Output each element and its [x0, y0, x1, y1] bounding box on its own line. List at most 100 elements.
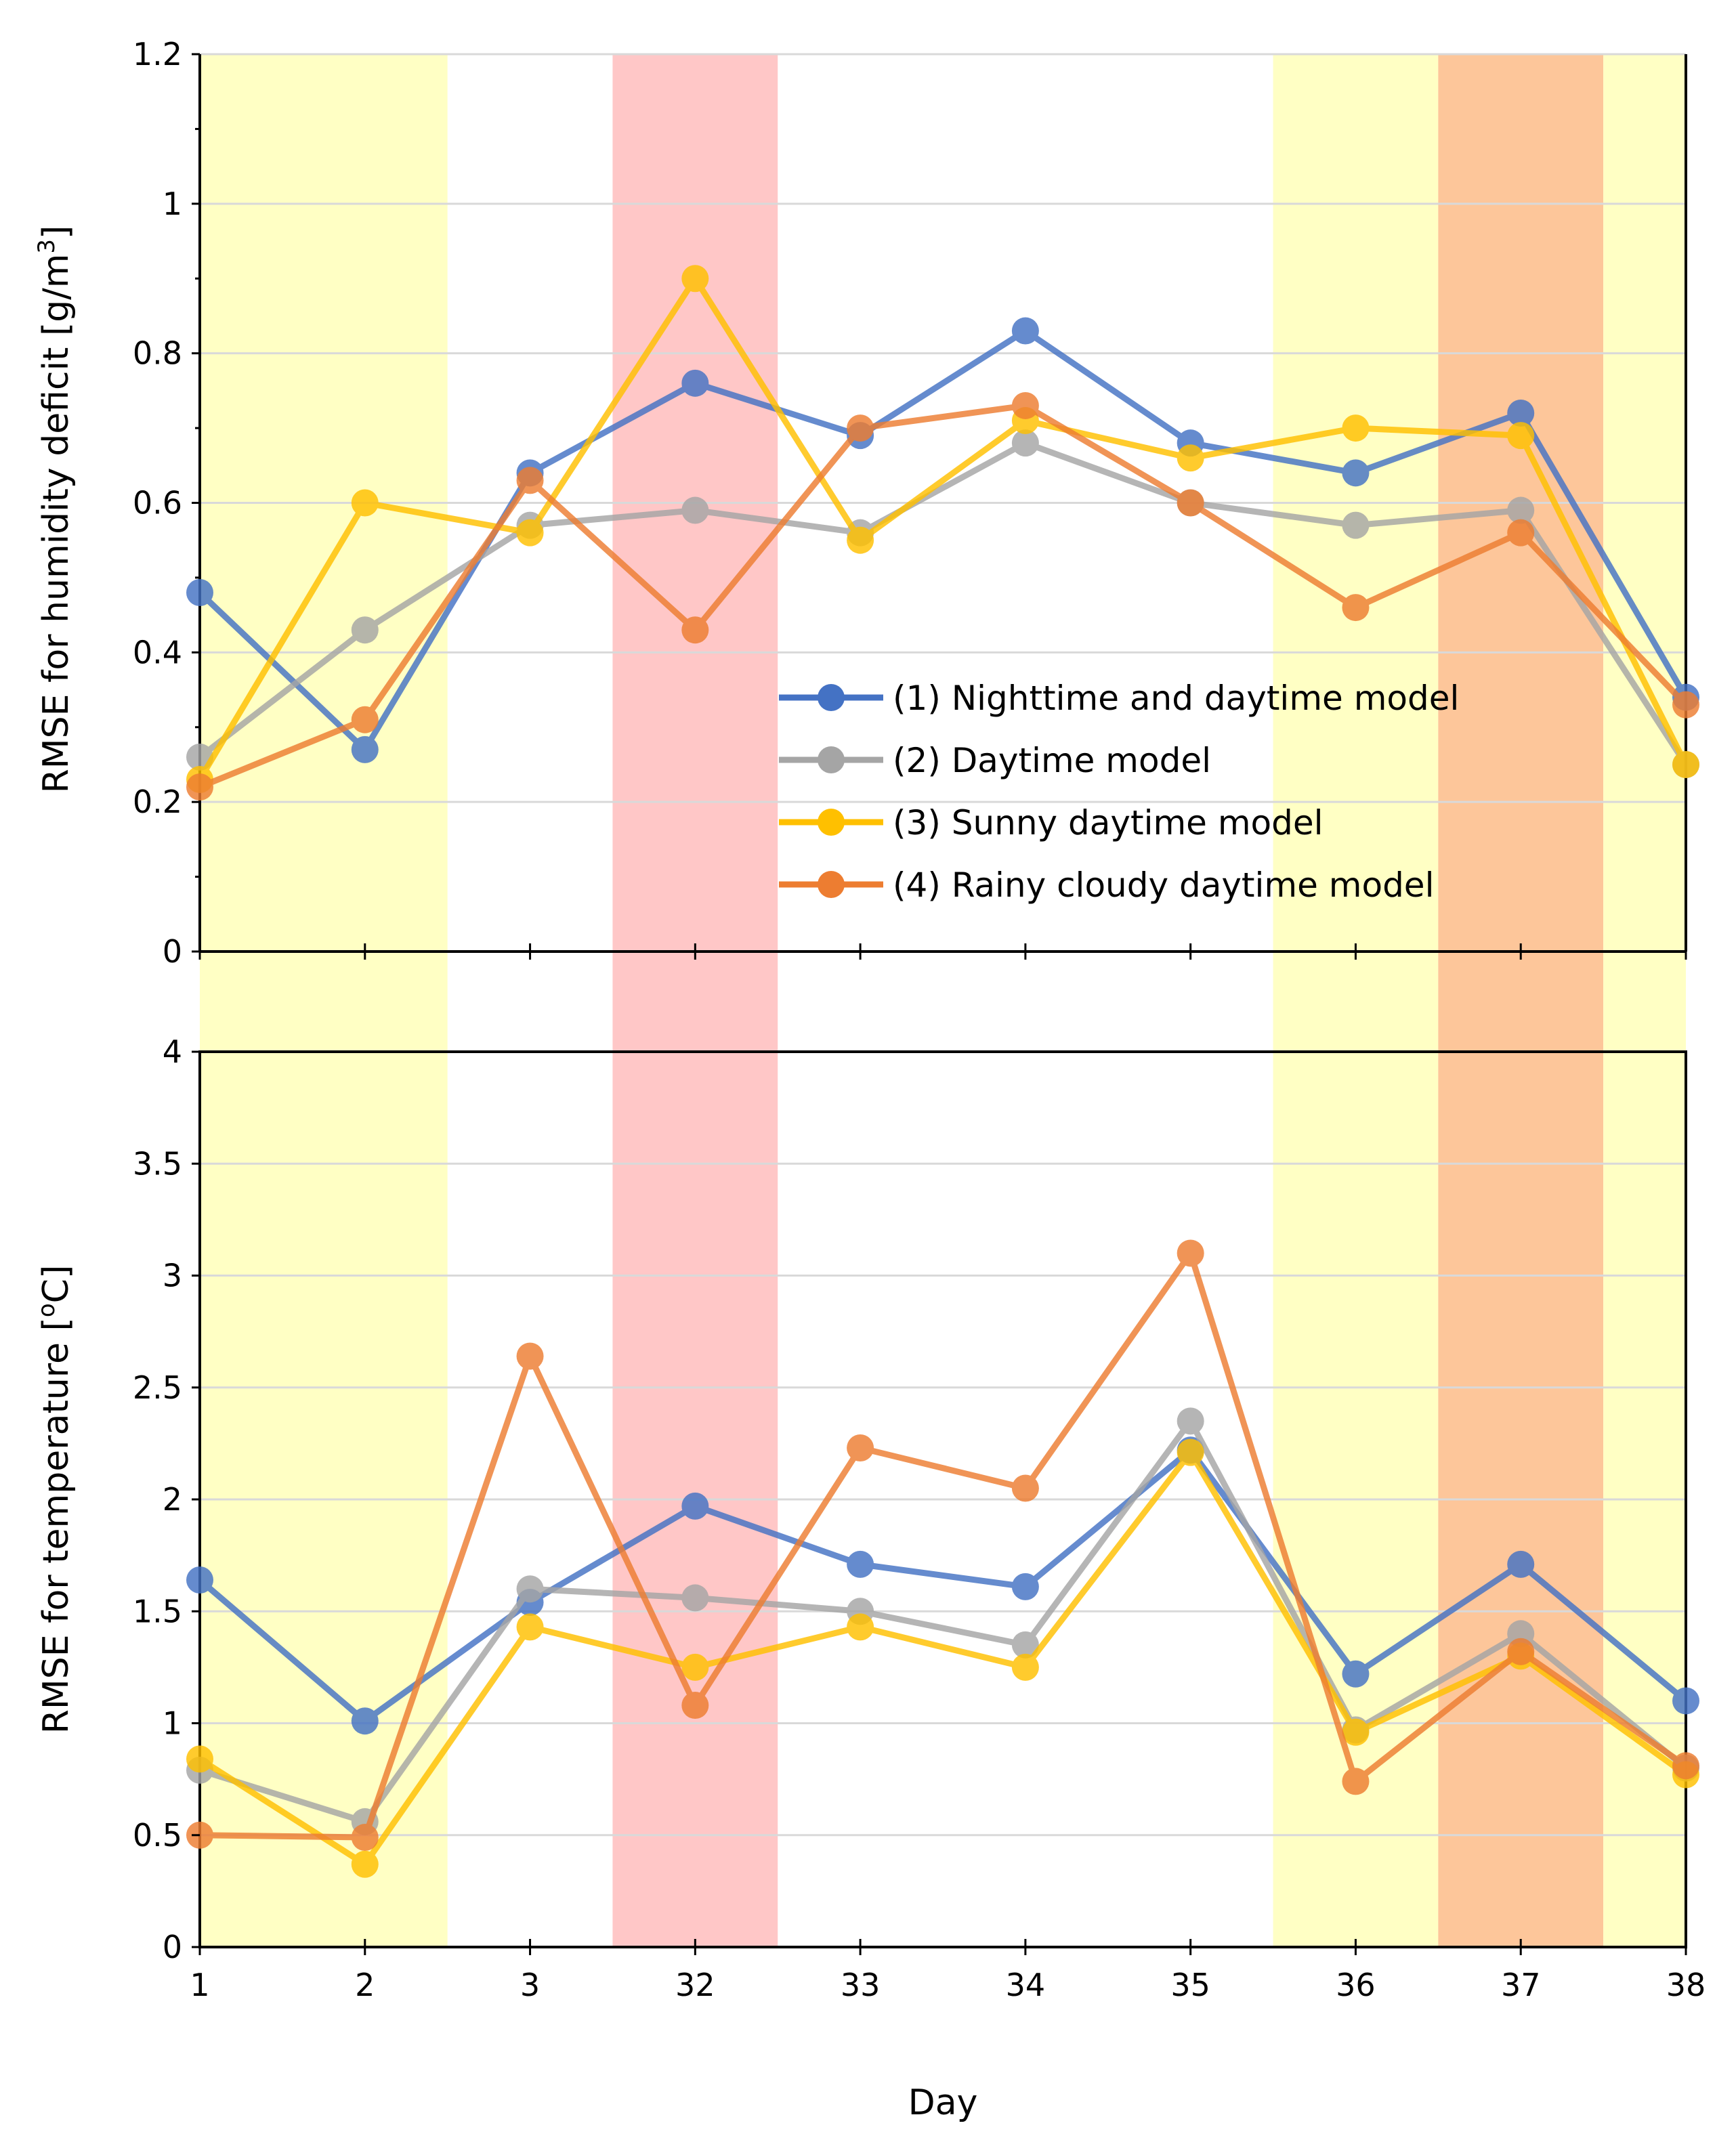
point-p1-s4-7 [1177, 489, 1204, 517]
point-p2-s4-10 [1672, 1752, 1699, 1780]
point-p2-s1-8 [1342, 1660, 1370, 1688]
ytick-label-p2-2: 0.5 [133, 1817, 182, 1854]
point-p1-s4-3 [516, 467, 544, 494]
point-p2-s4-5 [847, 1434, 874, 1461]
point-p1-s3-5 [847, 526, 874, 554]
xtick-label-4: 32 [675, 1967, 715, 2003]
ytick-label-p1-2: 0.2 [133, 784, 182, 820]
point-p2-s1-1 [186, 1566, 213, 1594]
xtick-label-2: 2 [355, 1967, 375, 2003]
top-ylabel: RMSE for humidity deficit [g/m3] [33, 226, 77, 794]
point-p1-s3-7 [1177, 444, 1204, 472]
point-p1-s4-1 [186, 773, 213, 801]
point-p2-s3-6 [1011, 1653, 1039, 1681]
point-p2-s4-9 [1507, 1638, 1535, 1665]
xtick-label-5: 33 [841, 1967, 881, 2003]
point-p2-s2-4 [681, 1584, 709, 1612]
xtick-label-9: 37 [1501, 1967, 1541, 2003]
ytick-label-p2-7: 3 [163, 1258, 182, 1294]
point-p1-s4-5 [847, 414, 874, 442]
ytick-label-p2-5: 2 [163, 1481, 182, 1518]
point-p1-s4-4 [681, 616, 709, 644]
bottom-ylabel: RMSE for temperature [oC] [33, 1265, 77, 1734]
point-p2-s3-2 [351, 1850, 379, 1878]
point-p2-s4-7 [1177, 1239, 1204, 1267]
point-p2-s1-4 [681, 1492, 709, 1520]
point-p2-s3-8 [1342, 1718, 1370, 1746]
point-p2-s4-8 [1342, 1768, 1370, 1795]
bottom-ylabel-sup: o [33, 1303, 60, 1317]
top-ylabel-sup: 3 [33, 239, 60, 254]
point-p1-s4-8 [1342, 594, 1370, 622]
point-p1-s1-2 [351, 735, 379, 763]
point-p2-s4-4 [681, 1692, 709, 1720]
series-line-p2-1 [198, 1447, 1688, 1724]
point-p1-s4-9 [1507, 519, 1535, 547]
point-p1-s3-4 [681, 265, 709, 293]
point-p1-s3-3 [516, 519, 544, 547]
legend-label-1: (1) Nighttime and daytime model [893, 679, 1459, 718]
series-p1-3 [186, 265, 1699, 794]
point-p1-s2-8 [1342, 511, 1370, 539]
point-p1-s1-6 [1011, 317, 1039, 345]
point-p1-s3-2 [351, 489, 379, 517]
legend-entry-2: (2) Daytime model [779, 741, 1211, 780]
xtick-label-10: 38 [1666, 1967, 1706, 2003]
top-ylabel-main: RMSE for humidity deficit [g/m [36, 254, 77, 794]
series-line-p2-4 [199, 1249, 1688, 1841]
point-p2-s4-6 [1011, 1474, 1039, 1502]
ytick-label-p1-4: 0.6 [133, 485, 182, 521]
point-p2-s1-2 [351, 1707, 379, 1735]
legend-label-4: (4) Rainy cloudy daytime model [893, 866, 1434, 905]
point-p2-s3-5 [847, 1613, 874, 1641]
ytick-label-p2-8: 3.5 [133, 1145, 182, 1182]
ytick-label-p1-5: 0.8 [133, 335, 182, 372]
point-p1-s1-8 [1342, 459, 1370, 487]
point-p2-s4-2 [351, 1824, 379, 1852]
point-p2-s1-5 [847, 1550, 874, 1578]
band-1 [200, 54, 448, 1947]
point-p2-s1-6 [1011, 1573, 1039, 1600]
bottom-ylabel-main: RMSE for temperature [ [36, 1317, 77, 1734]
tick-labels: 0 0.2 0.4 0.6 0.8 1 1.2 0 0.5 1 1.5 2 2.5 3 3.5 4 1 2 3 32 3… [133, 36, 1706, 2003]
ytick-label-p2-3: 1 [163, 1705, 182, 1742]
point-p2-s2-7 [1177, 1407, 1204, 1435]
series-line-p1-4 [198, 402, 1689, 790]
point-p1-s2-6 [1011, 429, 1039, 457]
point-p2-s1-10 [1672, 1687, 1699, 1715]
series-p1-4 [186, 391, 1699, 801]
point-p1-s1-4 [681, 369, 709, 397]
point-p2-s3-7 [1177, 1438, 1204, 1466]
point-p1-s3-8 [1342, 414, 1370, 442]
point-p1-s2-9 [1507, 496, 1535, 524]
ytick-label-p1-3: 0.4 [133, 634, 182, 670]
point-p2-s1-9 [1507, 1550, 1535, 1578]
legend-marker-3 [818, 809, 845, 836]
legend-label-3: (3) Sunny daytime model [893, 803, 1324, 842]
legend-entry-4: (4) Rainy cloudy daytime model [779, 866, 1434, 905]
series-line-p2-2 [198, 1417, 1688, 1825]
top-ylabel-end: ] [36, 226, 77, 239]
point-p1-s1-1 [186, 579, 213, 606]
point-p1-s4-10 [1672, 691, 1699, 719]
point-p1-s3-10 [1672, 750, 1699, 778]
point-p1-s1-9 [1507, 400, 1535, 427]
point-p2-s2-3 [516, 1575, 544, 1603]
ytick-label-p2-9: 4 [163, 1033, 182, 1070]
legend-marker-1 [818, 684, 845, 711]
legend-marker-4 [818, 871, 845, 898]
ytick-label-p2-1: 0 [163, 1929, 182, 1965]
xtick-label-7: 35 [1170, 1967, 1210, 2003]
point-p1-s2-4 [681, 496, 709, 524]
xtick-label-6: 34 [1006, 1967, 1046, 2003]
legend: (1) Nighttime and daytime model (2) Dayt… [779, 679, 1459, 905]
xtick-label-8: 36 [1336, 1967, 1376, 2003]
legend-label-2: (2) Daytime model [893, 741, 1211, 780]
ytick-label-p1-7: 1.2 [133, 36, 182, 72]
series-p2-4 [186, 1239, 1699, 1852]
legend-entry-3: (3) Sunny daytime model [779, 803, 1324, 842]
series-line-p1-3 [197, 275, 1689, 782]
point-p1-s4-2 [351, 706, 379, 733]
point-p2-s3-4 [681, 1653, 709, 1681]
